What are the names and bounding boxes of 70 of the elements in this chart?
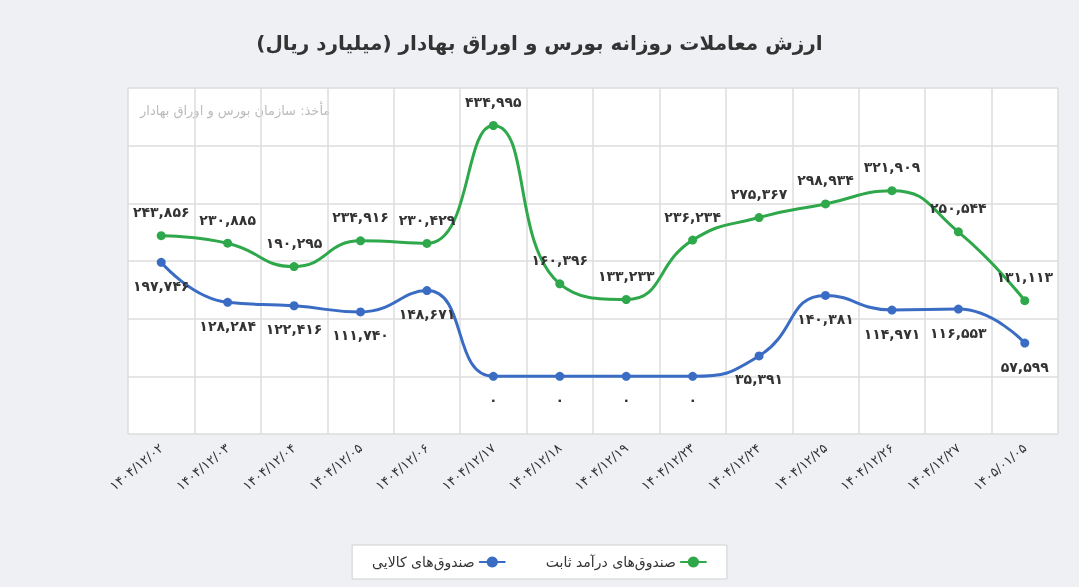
data-label: ۱۴۸,۶۷۱ xyxy=(398,306,456,323)
point xyxy=(1020,296,1030,306)
x-tick-label: ۱۴۰۴/۱۲/۱۹ xyxy=(571,440,632,494)
x-tick-label: ۱۴۰۴/۱۲/۲۵ xyxy=(771,440,831,494)
point xyxy=(422,238,432,248)
x-tick-label: ۱۴۰۴/۱۲/۰۴ xyxy=(239,440,299,494)
data-label: ۱۴۰,۳۸۱ xyxy=(797,310,854,327)
data-label: ۱۳۳,۲۳۳ xyxy=(597,268,655,284)
point xyxy=(953,304,963,314)
point xyxy=(688,371,698,381)
x-tick-label: ۱۴۰۴/۱۲/۰۵ xyxy=(306,440,366,494)
data-label: ۱۱۴,۹۷۱ xyxy=(863,325,921,342)
data-label: ۳۲۱,۹۰۹ xyxy=(863,159,921,176)
data-label: ۰ xyxy=(621,391,631,408)
point xyxy=(821,199,830,209)
x-tick-label: ۱۴۰۴/۱۲/۲۷ xyxy=(904,440,964,494)
point xyxy=(289,301,299,311)
legend-label: صندوق‌های درآمد ثابت xyxy=(545,554,676,571)
point xyxy=(223,297,233,307)
point xyxy=(488,120,498,130)
x-tick-label: ۱۴۰۴/۱۲/۱۸ xyxy=(505,440,565,494)
point xyxy=(953,227,963,237)
point xyxy=(754,351,764,361)
x-tick-label: ۱۴۰۴/۱۲/۲۴ xyxy=(704,440,764,494)
point xyxy=(156,231,166,241)
point xyxy=(156,257,166,267)
point xyxy=(422,286,432,296)
point xyxy=(488,371,498,381)
point xyxy=(621,371,631,381)
data-label: ۱۱۶,۵۵۳ xyxy=(930,324,988,341)
data-label: ۰ xyxy=(489,391,498,408)
data-label: ۵۷,۵۹۹ xyxy=(1000,358,1050,375)
point xyxy=(821,290,830,300)
x-tick-label: ۱۴۰۴/۱۲/۲۳ xyxy=(638,440,698,494)
legend-label: صندوق‌های کالایی xyxy=(372,554,475,571)
data-label: ۲۷۵,۳۶۷ xyxy=(730,186,788,203)
x-tick-label: ۱۴۰۴/۱۲/۰۳ xyxy=(173,440,233,494)
data-label: ۲۳۴,۹۱۶ xyxy=(332,209,389,226)
data-label: ۱۲۸,۲۸۴ xyxy=(199,317,257,334)
point xyxy=(887,305,897,315)
point xyxy=(754,213,764,223)
x-tick-label: ۱۴۰۴/۱۲/۲۶ xyxy=(837,440,897,494)
x-tick-label: ۱۴۰۴/۱۲/۱۷ xyxy=(439,440,499,494)
data-label: ۲۴۳,۸۵۶ xyxy=(132,204,190,221)
data-label: ۰ xyxy=(555,391,565,408)
annotation: مأخذ: سازمان بورس و اوراق بهادار xyxy=(139,101,331,119)
x-tick-label: ۱۴۰۴/۱۲/۰۲ xyxy=(106,440,167,494)
data-label: ۰ xyxy=(688,391,697,408)
data-label: ۲۹۸,۹۳۴ xyxy=(797,172,855,189)
data-label: ۴۳۴,۹۹۵ xyxy=(465,93,523,110)
data-label: ۱۱۱,۷۴۰ xyxy=(332,327,389,344)
data-label: ۳۵,۳۹۱ xyxy=(735,371,784,388)
data-label: ۲۳۰,۸۸۵ xyxy=(199,211,257,228)
point xyxy=(356,307,365,317)
point xyxy=(621,295,631,304)
data-label: ۱۹۷,۷۴۶ xyxy=(132,277,190,294)
x-tick-label: ۱۴۰۴/۱۲/۰۶ xyxy=(372,440,432,494)
point xyxy=(289,262,299,272)
chart-title: ارزش معاملات روزانه بورس و اوراق بهادار (میلیارد ریال) xyxy=(256,31,823,55)
data-label: ۱۲۲,۴۱۶ xyxy=(265,321,323,338)
point xyxy=(688,235,698,245)
point xyxy=(555,279,565,289)
point xyxy=(555,371,565,381)
point xyxy=(356,236,365,246)
point xyxy=(887,186,897,196)
data-label: ۲۳۶,۲۳۴ xyxy=(664,208,722,225)
x-tick-label: ۱۴۰۵/۰۱/۰۵ xyxy=(970,440,1030,494)
point xyxy=(223,238,233,248)
point xyxy=(1020,338,1030,348)
data-label: ۱۹۰,۲۹۵ xyxy=(265,235,323,252)
